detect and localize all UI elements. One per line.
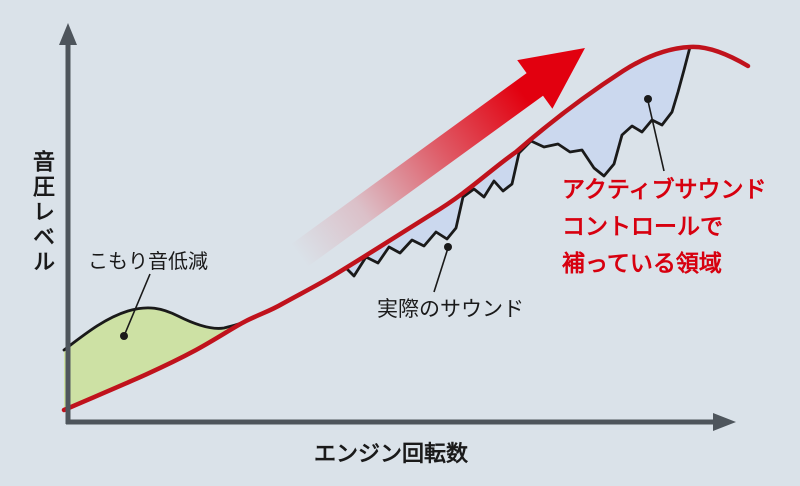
- asc-region-label: アクティブサウンド コントロールで 補っている領域: [562, 172, 766, 283]
- asc-leader-dot: [644, 95, 652, 103]
- actual-sound-curve-right: [334, 45, 692, 278]
- actual-sound-leader-dot: [444, 243, 452, 251]
- asc-region-label-line-1: アクティブサウンド: [562, 177, 767, 203]
- asc-region-label-line-2: コントロールで: [562, 214, 723, 240]
- actual-sound-leader-line: [433, 247, 449, 293]
- asc-leader-line: [647, 100, 665, 172]
- booming-noise-label: こもり音低減: [88, 249, 208, 273]
- booming-reduction-area: [64, 307, 246, 410]
- booming-leader-dot: [120, 332, 128, 340]
- booming-leader-line: [123, 273, 151, 337]
- trend-arrow: [291, 48, 585, 267]
- x-axis-label: エンジン回転数: [314, 442, 469, 467]
- x-axis-arrowhead-icon: [713, 413, 736, 431]
- actual-sound-label: 実際のサウンド: [377, 297, 524, 321]
- y-axis-arrowhead-icon: [59, 23, 77, 45]
- target-sound-curve: [61, 44, 751, 413]
- actual-sound-curve-left: [62, 306, 248, 352]
- y-axis-label: 音圧レベル: [29, 150, 54, 275]
- asc-region-label-line-3: 補っている領域: [562, 251, 722, 277]
